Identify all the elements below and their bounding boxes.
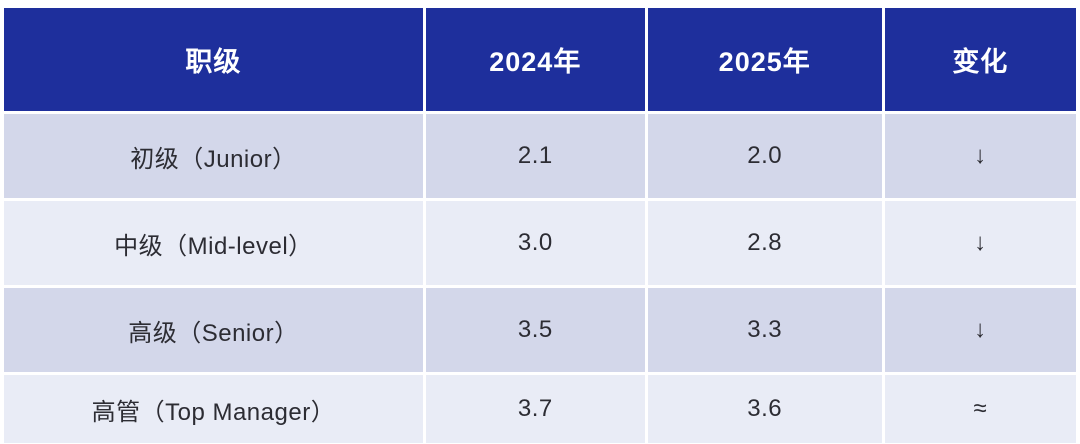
cell-change: ↓	[884, 288, 1076, 372]
col-header-2024: 2024年	[425, 8, 645, 111]
cell-level: 初级（Junior）	[4, 114, 423, 198]
cell-level: 高级（Senior）	[4, 288, 423, 372]
col-header-2025: 2025年	[647, 8, 882, 111]
cell-2025: 3.6	[647, 375, 882, 443]
table-body: 初级（Junior） 2.1 2.0 ↓ 中级（Mid-level） 3.0 2.8 ↓ 高级（…	[4, 114, 1076, 443]
cell-2024: 3.5	[425, 288, 645, 372]
cell-level: 中级（Mid-level）	[4, 201, 423, 285]
col-header-level: 职级	[4, 8, 423, 111]
table-row: 高管（Top Manager） 3.7 3.6 ≈	[4, 375, 1076, 443]
table-row: 初级（Junior） 2.1 2.0 ↓	[4, 114, 1076, 198]
cell-level: 高管（Top Manager）	[4, 375, 423, 443]
cell-2024: 2.1	[425, 114, 645, 198]
cell-2025: 3.3	[647, 288, 882, 372]
cell-change: ≈	[884, 375, 1076, 443]
header-row: 职级 2024年 2025年 变化	[4, 8, 1076, 111]
table-row: 高级（Senior） 3.5 3.3 ↓	[4, 288, 1076, 372]
levels-table: 职级 2024年 2025年 变化 初级（Junior） 2.1 2.0 ↓ 中级（Mi…	[1, 5, 1079, 444]
col-header-change: 变化	[884, 8, 1076, 111]
cell-change: ↓	[884, 114, 1076, 198]
cell-2025: 2.8	[647, 201, 882, 285]
table-row: 中级（Mid-level） 3.0 2.8 ↓	[4, 201, 1076, 285]
cell-2025: 2.0	[647, 114, 882, 198]
cell-change: ↓	[884, 201, 1076, 285]
cell-2024: 3.0	[425, 201, 645, 285]
cell-2024: 3.7	[425, 375, 645, 443]
